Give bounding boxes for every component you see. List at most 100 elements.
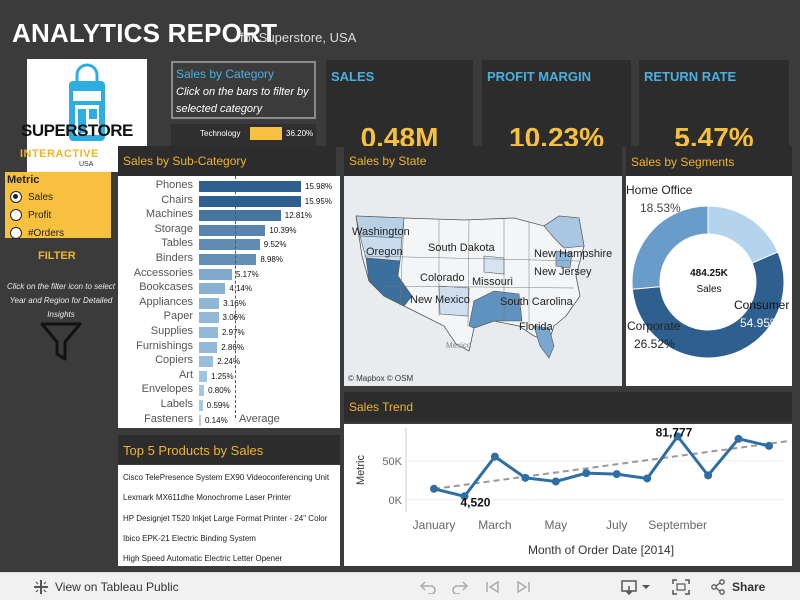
donut-slice[interactable] bbox=[707, 205, 779, 264]
subcategory-value: 15.95% bbox=[304, 196, 332, 206]
logo-wordmark: SUPERSTORE bbox=[21, 121, 133, 140]
share-button[interactable]: Share bbox=[710, 579, 765, 595]
us-map-graphic[interactable]: Washington Oregon South Dakota Colorado … bbox=[344, 176, 622, 386]
data-point[interactable] bbox=[551, 477, 560, 486]
subcategory-value: 3.16% bbox=[223, 298, 246, 308]
state-map[interactable]: Washington Oregon South Dakota Colorado … bbox=[344, 176, 622, 386]
download-icon[interactable] bbox=[620, 579, 652, 595]
subcategory-value: 0.14% bbox=[205, 415, 228, 425]
tableau-icon bbox=[34, 580, 48, 594]
data-label: 81,777 bbox=[656, 425, 693, 439]
subcategory-label: Appliances bbox=[139, 295, 193, 308]
subcategory-bar[interactable] bbox=[199, 297, 220, 309]
kpi-value: 10.23% bbox=[509, 122, 604, 147]
subcategory-value: 2.24% bbox=[217, 357, 240, 367]
subcategory-bar[interactable] bbox=[199, 195, 301, 207]
line-chart[interactable]: 0K 50K Metric 4,520 81,777 January March May Jul… bbox=[344, 424, 792, 566]
kpi-label: SALES bbox=[326, 60, 473, 90]
category-bar[interactable] bbox=[250, 127, 282, 140]
data-point[interactable] bbox=[673, 432, 682, 441]
subcategory-bar[interactable] bbox=[199, 385, 205, 397]
subcategory-value: 10.39% bbox=[269, 225, 297, 235]
subcategory-label: Chairs bbox=[161, 193, 193, 206]
view-on-tableau-button[interactable]: View on Tableau Public bbox=[33, 579, 179, 595]
map-label: New Mexico bbox=[410, 294, 470, 306]
metric-option-label: #Orders bbox=[28, 227, 65, 239]
revert-icon[interactable] bbox=[484, 580, 500, 594]
subcategory-bar[interactable] bbox=[199, 210, 281, 222]
subcategory-bar[interactable] bbox=[199, 414, 201, 426]
radio-icon[interactable] bbox=[10, 227, 22, 239]
subcategory-bar[interactable] bbox=[199, 356, 214, 368]
x-tick-label: July bbox=[606, 518, 627, 532]
page-subtitle: for Superstore, USA bbox=[240, 30, 357, 45]
subcategory-bar[interactable] bbox=[199, 268, 232, 280]
store-bag-icon bbox=[69, 63, 105, 141]
subcategory-label: Fasteners bbox=[144, 412, 193, 425]
subcategory-label: Accessories bbox=[133, 266, 193, 279]
superstore-logo: SUPERSTORE USA bbox=[21, 59, 147, 172]
top5-title: Top 5 Products by Sales bbox=[118, 435, 340, 464]
subcategory-bar[interactable] bbox=[199, 239, 260, 251]
subcategory-bar[interactable] bbox=[199, 400, 203, 411]
data-point[interactable] bbox=[612, 470, 621, 479]
subcategory-bar[interactable] bbox=[199, 327, 218, 338]
subcategory-bar[interactable] bbox=[199, 370, 207, 382]
redo-icon[interactable] bbox=[452, 580, 468, 594]
map-label: Missouri bbox=[472, 276, 513, 288]
subcategory-label: Machines bbox=[145, 208, 193, 221]
subcategory-title: Sales by Sub-Category bbox=[118, 146, 336, 176]
list-item[interactable]: Lexmark MX611dhe Monochrome Laser Printe… bbox=[123, 493, 291, 502]
segment-value: 18.53% bbox=[640, 201, 681, 215]
list-item[interactable]: Cisco TelePresence System EX90 Videoconf… bbox=[123, 473, 330, 482]
data-point[interactable] bbox=[734, 434, 743, 443]
forward-icon[interactable] bbox=[516, 580, 532, 594]
metric-option-orders[interactable]: #Orders bbox=[10, 227, 64, 239]
subcategory-bar[interactable] bbox=[199, 224, 266, 236]
subcategory-value: 4.14% bbox=[229, 284, 253, 294]
metric-option-profit[interactable]: Profit bbox=[10, 209, 51, 221]
top5-list: Cisco TelePresence System EX90 Videoconf… bbox=[118, 465, 340, 566]
map-label: Colorado bbox=[420, 272, 465, 284]
map-label: New Jersey bbox=[534, 266, 592, 278]
filter-instructions: Click on the filter icon to select Year … bbox=[6, 282, 116, 319]
list-item[interactable]: High Speed Automatic Electric Letter Ope… bbox=[123, 554, 283, 563]
data-point[interactable] bbox=[582, 469, 591, 478]
list-item[interactable]: Ibico EPK-21 Electric Binding System bbox=[123, 534, 256, 543]
filter-funnel-icon[interactable] bbox=[40, 322, 82, 362]
series-line[interactable] bbox=[433, 433, 770, 498]
segment-value: 54.95% bbox=[740, 316, 781, 330]
subcategory-label: Binders bbox=[155, 252, 193, 264]
donut-center-value: 484.25K bbox=[690, 268, 728, 279]
subcategory-bar[interactable] bbox=[199, 312, 219, 324]
average-label: Average bbox=[239, 413, 280, 425]
x-axis-label: Month of Order Date [2014] bbox=[528, 543, 674, 557]
donut-chart[interactable] bbox=[626, 176, 792, 386]
radio-icon[interactable] bbox=[10, 209, 22, 221]
fullscreen-icon[interactable] bbox=[672, 579, 690, 595]
data-point[interactable] bbox=[643, 474, 652, 483]
category-row-label: Technology bbox=[200, 129, 241, 138]
subcategory-bar[interactable] bbox=[199, 181, 301, 192]
subcategory-bar[interactable] bbox=[199, 341, 218, 353]
data-point[interactable] bbox=[765, 441, 773, 450]
data-point[interactable] bbox=[460, 492, 469, 501]
map-label: Florida bbox=[519, 321, 554, 333]
undo-icon[interactable] bbox=[420, 580, 436, 594]
kpi-card-sales: SALES 0.48M bbox=[326, 60, 473, 147]
radio-selected-icon[interactable] bbox=[10, 191, 22, 203]
subcategory-value: 1.25% bbox=[210, 371, 234, 381]
list-item[interactable]: HP Designjet T520 Inkjet Large Format Pr… bbox=[123, 514, 328, 523]
subcategory-bar[interactable] bbox=[199, 254, 257, 265]
data-point[interactable] bbox=[521, 473, 530, 482]
map-label: South Dakota bbox=[428, 242, 496, 254]
subcategory-value: 2.86% bbox=[221, 342, 244, 352]
metric-option-sales[interactable]: Sales bbox=[10, 191, 53, 203]
subcategory-value: 12.81% bbox=[284, 211, 312, 221]
data-point[interactable] bbox=[490, 452, 499, 461]
donut-slice[interactable] bbox=[631, 251, 785, 359]
data-point[interactable] bbox=[704, 471, 713, 480]
subcategory-bar[interactable] bbox=[199, 283, 226, 295]
subcategory-label: Phones bbox=[155, 179, 193, 191]
data-point[interactable] bbox=[430, 484, 438, 493]
